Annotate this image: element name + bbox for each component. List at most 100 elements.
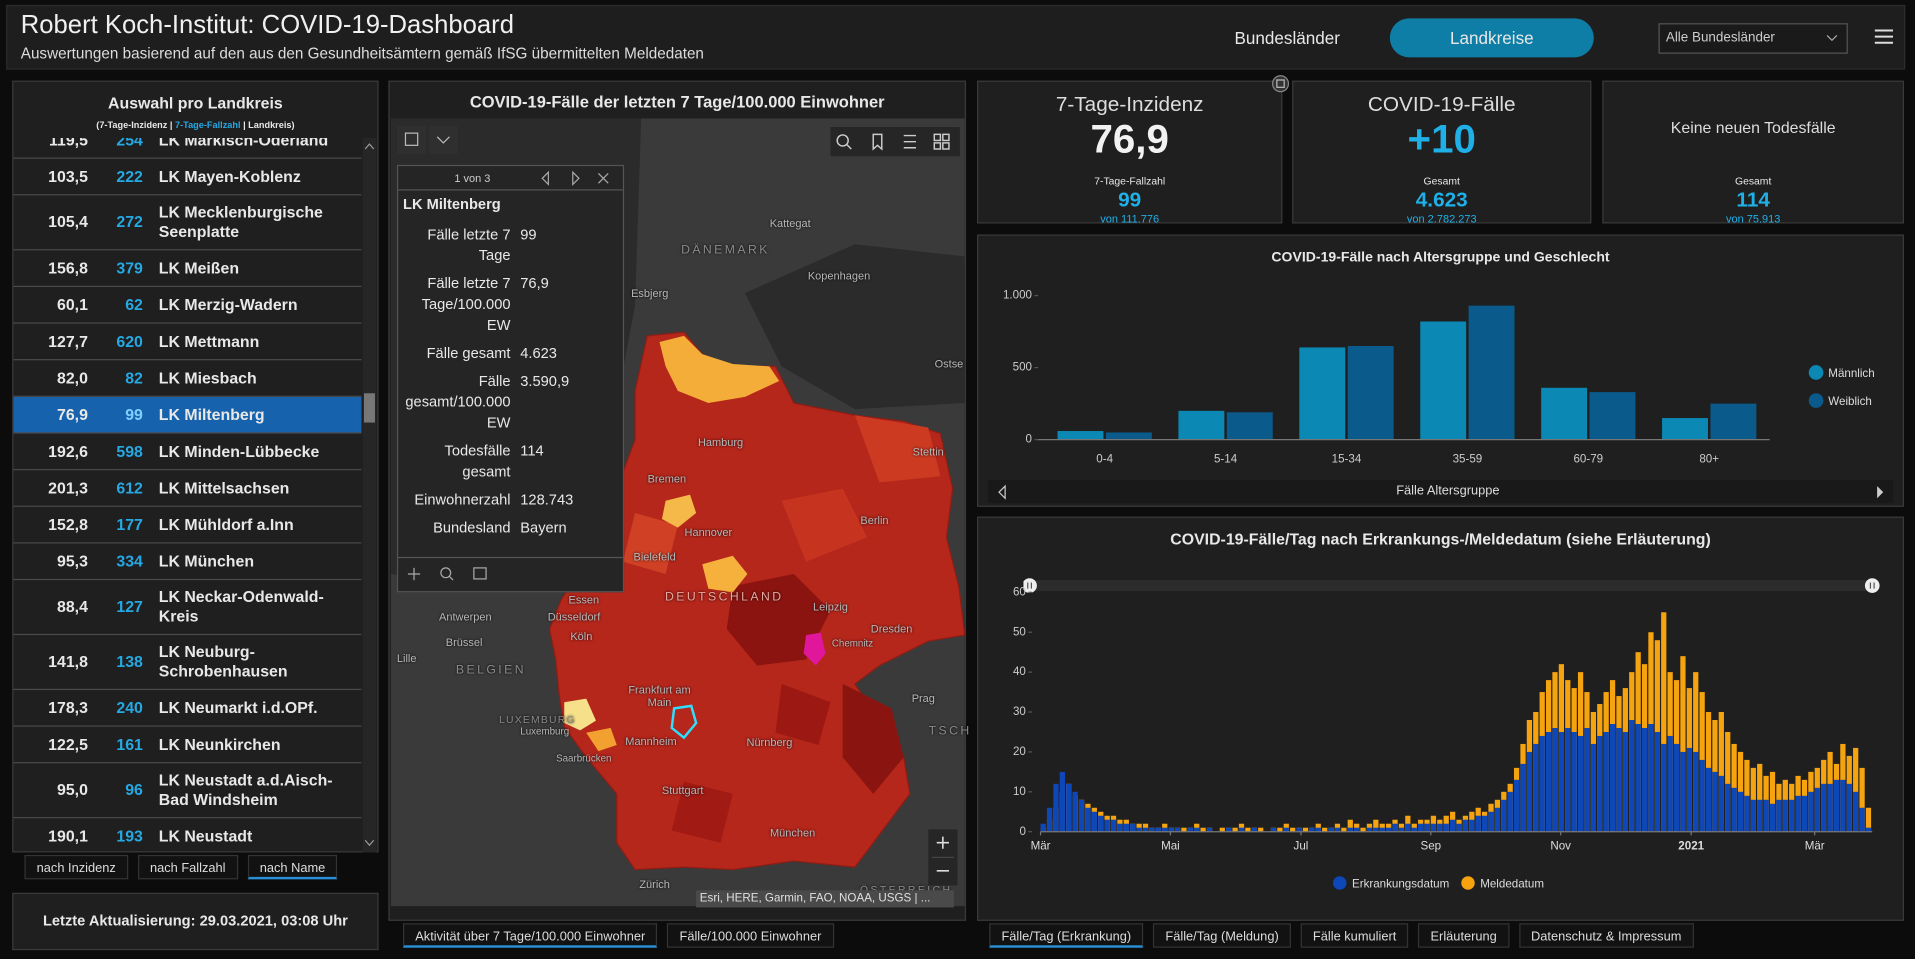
decor <box>775 683 831 745</box>
kpi-card: COVID-19-Fälle +10 Gesamt 4.623 von 2.78… <box>1292 80 1592 225</box>
bar <box>1859 767 1865 832</box>
bar <box>1846 783 1852 832</box>
incidence: 192,6 <box>48 441 88 460</box>
list-row[interactable]: 156,8 379 LK Meißen <box>13 250 362 288</box>
tab-button[interactable]: nach Name <box>247 854 338 880</box>
map-tools[interactable] <box>396 125 458 154</box>
bar <box>1123 823 1129 832</box>
list-row[interactable]: 76,9 99 LK Miltenberg <box>13 396 362 434</box>
popup-label: Bundesland <box>433 519 511 537</box>
list-row[interactable]: 88,4 127 LK Neckar-Odenwald-Kreis <box>13 580 362 636</box>
scroll-thumb[interactable] <box>363 393 375 423</box>
list-row[interactable]: 190,1 193 LK Neustadt <box>13 818 361 852</box>
popup-label: Fälle letzte 7 Tage/100.000 EW <box>421 274 511 334</box>
list-row[interactable]: 201,3 612 LK Mittelsachsen <box>13 470 362 507</box>
map-label: DEUTSCHLAND <box>664 590 784 604</box>
bar <box>1046 807 1053 832</box>
x-tick-label: Mai <box>1161 839 1180 852</box>
range-slider[interactable] <box>1023 576 1880 594</box>
tab-button[interactable]: nach Inzidenz <box>24 854 128 880</box>
kpi-sub-total: von 75.913 <box>1725 212 1781 225</box>
tab-button[interactable]: Erläuterung <box>1418 923 1510 948</box>
list-row[interactable]: 95,0 96 LK Neustadt a.d.Aisch-Bad Windshei… <box>13 763 362 819</box>
bar <box>1680 656 1686 832</box>
map-label: Antwerpen <box>439 610 492 623</box>
tab-button[interactable]: Fälle/100.000 Einwohner <box>667 923 834 948</box>
tab-button[interactable]: Fälle kumuliert <box>1300 923 1409 948</box>
map-label: BELGIEN <box>455 663 526 678</box>
district-name: LK München <box>158 551 255 570</box>
expand-icon[interactable] <box>1271 74 1290 93</box>
list-row[interactable]: 82,0 82 LK Miesbach <box>13 360 362 397</box>
bar <box>1142 823 1149 832</box>
case-count: 62 <box>125 294 143 314</box>
list-row[interactable]: 119,5 254 LK Märkisch-Oderland <box>13 138 362 159</box>
district-name: LK Mayen-Koblenz <box>158 166 301 186</box>
menu-icon[interactable] <box>1874 28 1894 45</box>
district-name: LK Neckar-Odenwald-Kreis <box>158 587 324 626</box>
decor <box>670 704 698 740</box>
scroll-up[interactable] <box>364 143 375 150</box>
nav-button[interactable]: Bundesländer <box>1234 28 1341 48</box>
bar <box>1507 791 1513 832</box>
tab-button[interactable]: Fälle/Tag (Erkrankung) <box>989 923 1144 948</box>
map-label: Stuttgart <box>661 784 704 797</box>
list-row[interactable]: 141,8 138 LK Neuburg-Schrobenhausen <box>13 635 362 691</box>
list-row[interactable]: 152,8 177 LK Mühldorf a.Inn <box>13 507 362 544</box>
case-count: 612 <box>116 478 143 497</box>
popup-tools[interactable] <box>405 564 503 584</box>
chart-title: COVID-19-Fälle/Tag nach Erkrankungs-/Mel… <box>1170 530 1711 549</box>
popup: 1 von 3 LK Miltenberg Fälle letzte 7 Tag… <box>396 164 625 593</box>
map-label: Berlin <box>860 514 889 527</box>
incidence: 88,4 <box>57 597 88 616</box>
list-row[interactable]: 178,3 240 LK Neumarkt i.d.OPf. <box>13 690 362 727</box>
bar <box>1347 819 1353 832</box>
kpi-sub-total: von 2.782.273 <box>1406 212 1477 225</box>
bar <box>1710 403 1757 440</box>
scrollbar[interactable] <box>362 138 377 853</box>
list-row[interactable]: 122,5 161 LK Neunkirchen <box>13 727 362 764</box>
bar <box>1750 799 1756 832</box>
y-tick-label: 50 <box>1013 625 1026 638</box>
bar <box>1737 791 1744 832</box>
bar <box>1386 823 1392 832</box>
list-row[interactable]: 127,7 620 LK Mettmann <box>13 324 362 361</box>
bar <box>1040 823 1046 832</box>
nav-button[interactable]: Landkreise <box>1389 18 1594 58</box>
list-row[interactable]: 105,4 272 LK Mecklenburgische Seenplatte <box>13 195 362 251</box>
tab-button[interactable]: Datenschutz & Impressum <box>1518 923 1694 948</box>
bar <box>1662 418 1708 440</box>
bar <box>1136 827 1142 832</box>
bar <box>1603 731 1609 832</box>
list-row[interactable]: 60,1 62 LK Merzig-Wadern <box>13 287 362 324</box>
tab-button[interactable]: Aktivität über 7 Tage/100.000 Einwohner <box>403 923 658 948</box>
list-row[interactable]: 95,3 334 LK München <box>13 543 362 581</box>
districts <box>564 335 941 843</box>
dropdown[interactable]: Alle Bundesländer <box>1658 23 1848 54</box>
popup-nav[interactable] <box>537 170 615 187</box>
map-toolbar[interactable] <box>830 127 960 157</box>
kpi-sub-label: Gesamt <box>1734 174 1772 187</box>
bar <box>1420 321 1467 440</box>
district-name: LK Neunkirchen <box>158 734 281 753</box>
scroll-down[interactable] <box>364 839 375 847</box>
legend-swatch <box>1461 876 1475 890</box>
map-label: Essen <box>568 593 600 606</box>
map-label: Luxemburg <box>520 726 570 738</box>
bar <box>1520 763 1526 832</box>
tab-button[interactable]: Fälle/Tag (Meldung) <box>1153 923 1291 948</box>
bar <box>1589 392 1636 440</box>
map-label: TSCH <box>928 724 972 739</box>
map-label: Bielefeld <box>633 550 676 564</box>
list-row[interactable]: 192,6 598 LK Minden-Lübbecke <box>13 434 362 471</box>
legend-part: | Landkreis) <box>243 119 295 131</box>
list-row[interactable]: 103,5 222 LK Mayen-Koblenz <box>13 159 362 196</box>
map-title: COVID-19-Fälle der letzten 7 Tage/100.00… <box>469 92 885 112</box>
tab-button[interactable]: nach Fallzahl <box>137 854 238 880</box>
bar <box>1270 827 1277 832</box>
kpi-value: +10 <box>1407 116 1476 162</box>
zoom-controls[interactable] <box>928 829 958 886</box>
pager-arrows[interactable] <box>995 484 1887 501</box>
bar <box>1354 827 1360 832</box>
